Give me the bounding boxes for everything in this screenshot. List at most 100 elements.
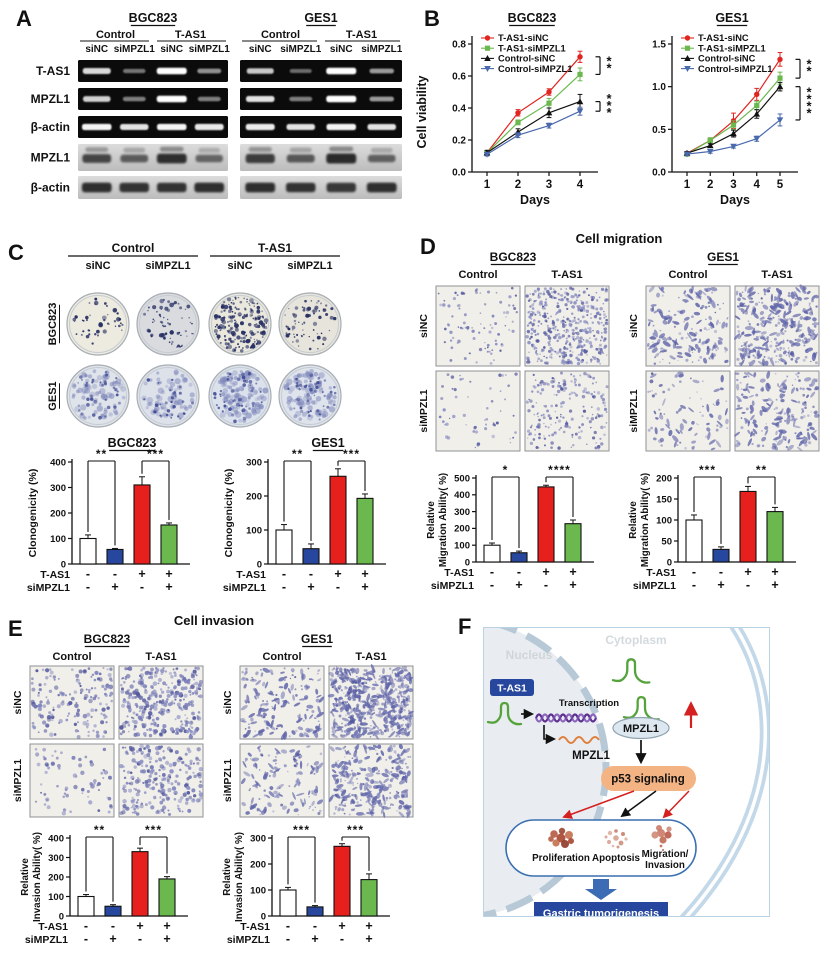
- cell-blob: [751, 400, 755, 406]
- colony: [214, 325, 217, 328]
- cell-dot: [585, 309, 590, 313]
- cell-dot: [685, 358, 689, 362]
- cell-blob: [268, 669, 273, 674]
- cell-blob: [752, 327, 756, 336]
- cell-blob: [390, 703, 394, 708]
- cell-dot: [153, 777, 157, 782]
- cell-blob: [376, 732, 381, 735]
- cell-blob: [653, 410, 657, 415]
- cell-dot: [76, 708, 80, 711]
- cell-blob: [767, 317, 773, 320]
- cell-blob: [804, 308, 812, 313]
- cell-blob: [757, 361, 766, 366]
- cell-dot: [580, 359, 584, 364]
- cell-dot: [580, 348, 584, 352]
- transwell-image: [239, 743, 325, 818]
- colony: [219, 329, 222, 331]
- cell-dot: [150, 768, 155, 773]
- colony: [112, 307, 118, 313]
- cell-dot: [179, 699, 182, 702]
- y-tick-label: 300: [48, 853, 64, 864]
- colony: [234, 338, 236, 341]
- cell-dot: [509, 438, 511, 440]
- sig-stars: **: [292, 447, 303, 461]
- condition-header: Control: [262, 651, 301, 663]
- cell-dot: [578, 431, 580, 433]
- cell-dot: [777, 361, 779, 363]
- colony: [236, 326, 238, 329]
- cell-dot: [64, 788, 68, 792]
- colony: [332, 395, 337, 400]
- cell-blob: [747, 438, 753, 447]
- cell-line-header: BGC823: [129, 11, 178, 25]
- colony: [317, 376, 321, 380]
- cell-blob: [766, 370, 771, 379]
- cell-dot: [565, 331, 567, 334]
- cell-dot: [155, 668, 160, 672]
- cell-dot: [662, 390, 666, 394]
- cell-dot: [568, 397, 572, 400]
- cell-blob: [769, 357, 775, 366]
- cell-blob: [706, 403, 710, 413]
- cell-dot: [605, 385, 609, 389]
- series-marker: [545, 109, 553, 116]
- cell-dot: [759, 335, 761, 338]
- cell-dot: [576, 332, 580, 336]
- cell-line-header: BGC823: [490, 250, 537, 264]
- cell-dot: [161, 805, 167, 810]
- y-tick-label: 400: [50, 457, 66, 468]
- cell-dot: [546, 312, 549, 315]
- dish-rim: [281, 367, 339, 425]
- colony: [143, 312, 146, 316]
- cell-blob: [806, 394, 809, 399]
- cell-dot: [576, 335, 580, 340]
- cell-dot: [564, 303, 568, 307]
- cell-dot: [569, 361, 573, 365]
- colony: [235, 321, 237, 323]
- cell-dot: [775, 440, 777, 442]
- cell-blob: [366, 711, 373, 716]
- cell-dot: [565, 420, 568, 423]
- cell-blob: [362, 744, 368, 750]
- cell-dot: [317, 669, 320, 673]
- colony: [103, 380, 107, 383]
- cell-blob: [399, 771, 407, 775]
- cell-dot: [405, 697, 409, 702]
- cell-dot: [37, 694, 40, 697]
- colony: [115, 378, 122, 385]
- cell: [558, 827, 566, 835]
- cell-dot: [334, 685, 336, 687]
- colony: [316, 409, 320, 413]
- cell-dot: [696, 423, 698, 425]
- cell-blob: [735, 290, 739, 296]
- cell-dot: [395, 790, 398, 793]
- colony: [328, 406, 335, 413]
- cell-blob: [357, 759, 363, 764]
- cell-dot: [103, 687, 107, 691]
- cell-dot: [784, 419, 787, 422]
- colony: [186, 335, 188, 337]
- cell-blob: [655, 352, 660, 357]
- colony: [328, 329, 331, 332]
- cell-dot: [752, 432, 756, 436]
- cell-dot: [707, 301, 711, 304]
- cell-dot: [313, 772, 316, 775]
- colony: [234, 327, 239, 332]
- cell-dot: [149, 765, 154, 770]
- cell-dot: [671, 320, 675, 323]
- cell-dot: [95, 733, 100, 738]
- cell-dot: [551, 322, 554, 325]
- colony: [230, 388, 235, 393]
- cell-dot: [532, 373, 535, 377]
- colony: [296, 373, 302, 379]
- cell-dot: [119, 725, 124, 730]
- cell-dot: [560, 415, 562, 418]
- cell-line-header: GES1: [304, 11, 337, 25]
- cell-blob: [766, 287, 771, 290]
- cell-dot: [689, 397, 691, 399]
- cell-dot: [547, 426, 550, 429]
- colony: [240, 396, 248, 403]
- cell-blob: [301, 672, 304, 681]
- cell-blob: [811, 295, 816, 301]
